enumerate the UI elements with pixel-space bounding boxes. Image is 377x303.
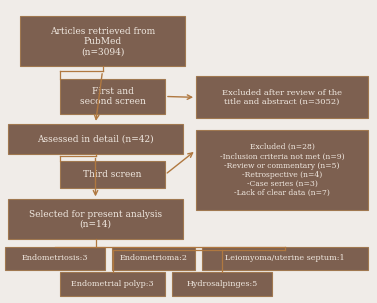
FancyBboxPatch shape bbox=[196, 76, 368, 118]
Text: Excluded (n=28)
-Inclusion criteria not met (n=9)
-Review or commentary (n=5)
-R: Excluded (n=28) -Inclusion criteria not … bbox=[220, 143, 344, 197]
Text: Endometriosis:3: Endometriosis:3 bbox=[22, 255, 88, 262]
Text: Endometrial polyp:3: Endometrial polyp:3 bbox=[71, 280, 154, 288]
Text: Third screen: Third screen bbox=[83, 170, 142, 179]
Text: Selected for present analysis
(n=14): Selected for present analysis (n=14) bbox=[29, 210, 162, 229]
FancyBboxPatch shape bbox=[60, 161, 165, 188]
FancyBboxPatch shape bbox=[202, 247, 368, 270]
Text: First and
second screen: First and second screen bbox=[80, 87, 146, 106]
FancyBboxPatch shape bbox=[8, 124, 183, 154]
Text: Hydrosalpinges:5: Hydrosalpinges:5 bbox=[186, 280, 257, 288]
FancyBboxPatch shape bbox=[172, 272, 272, 296]
Text: Leiomyoma/uterine septum:1: Leiomyoma/uterine septum:1 bbox=[225, 255, 345, 262]
FancyBboxPatch shape bbox=[112, 247, 195, 270]
FancyBboxPatch shape bbox=[5, 247, 105, 270]
Text: Endometrioma:2: Endometrioma:2 bbox=[120, 255, 187, 262]
FancyBboxPatch shape bbox=[8, 199, 183, 239]
FancyBboxPatch shape bbox=[60, 79, 165, 114]
Text: Excluded after review of the
title and abstract (n=3052): Excluded after review of the title and a… bbox=[222, 89, 342, 106]
FancyBboxPatch shape bbox=[60, 272, 165, 296]
Text: Assessed in detail (n=42): Assessed in detail (n=42) bbox=[37, 134, 154, 143]
FancyBboxPatch shape bbox=[20, 16, 185, 66]
Text: Articles retrieved from
PubMed
(n=3094): Articles retrieved from PubMed (n=3094) bbox=[50, 26, 155, 56]
FancyBboxPatch shape bbox=[196, 130, 368, 210]
